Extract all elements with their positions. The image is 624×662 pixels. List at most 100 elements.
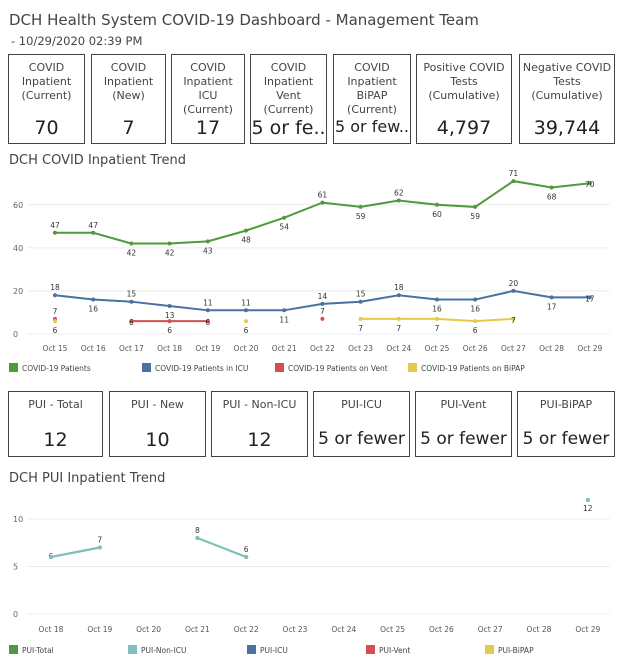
data-point[interactable] xyxy=(244,319,248,324)
data-point[interactable] xyxy=(129,319,134,324)
data-point[interactable] xyxy=(320,200,325,205)
data-label: 11 xyxy=(203,298,213,307)
legend-label[interactable]: PUI-Non-ICU xyxy=(141,646,187,655)
kpi-value: 5 or fe.. xyxy=(251,117,326,139)
data-point[interactable] xyxy=(473,319,478,324)
pui-card-icu[interactable]: PUI-ICU 5 or fewer xyxy=(313,391,410,457)
pui-card-vent[interactable]: PUI-Vent 5 or fewer xyxy=(415,391,512,457)
data-point[interactable] xyxy=(435,297,439,302)
pui-trend-chart: 0 5 10 Oct 18 Oct 19 Oct 20 Oct 21 Oct 22 Oct 23… xyxy=(9,498,610,655)
y-tick-label: 40 xyxy=(13,244,23,253)
x-tick-label: Oct 27 xyxy=(478,625,503,634)
data-point[interactable] xyxy=(282,308,287,313)
dashboard-timestamp: - 10/29/2020 02:39 PM xyxy=(11,34,143,48)
x-tick-label: Oct 18 xyxy=(39,625,64,634)
y-tick-label: 60 xyxy=(13,201,23,210)
legend-label[interactable]: PUI-BiPAP xyxy=(498,646,534,655)
pui-card-new[interactable]: PUI - New 10 xyxy=(109,391,206,457)
kpi-card-inpatient-current[interactable]: COVID Inpatient (Current) 70 xyxy=(8,54,85,144)
kpi-card-inpatient-vent[interactable]: COVID Inpatient Vent (Current) 5 or fe.. xyxy=(250,54,327,144)
data-point[interactable] xyxy=(473,297,478,302)
data-point[interactable] xyxy=(53,293,57,298)
y-tick-label: 5 xyxy=(13,563,18,572)
legend-label[interactable]: COVID-19 Patients in ICU xyxy=(155,364,248,373)
data-point[interactable] xyxy=(205,319,210,324)
x-tick-label: Oct 18 xyxy=(157,344,182,353)
kpi-label: COVID Inpatient (Current) xyxy=(21,61,72,102)
data-point[interactable] xyxy=(53,230,57,235)
pui-card-non-icu[interactable]: PUI - Non-ICU 12 xyxy=(211,391,308,457)
legend-label[interactable]: COVID-19 Patients xyxy=(22,364,91,373)
legend-label[interactable]: PUI-ICU xyxy=(260,646,288,655)
pui-value: 12 xyxy=(247,429,272,451)
data-point[interactable] xyxy=(205,239,210,244)
data-point[interactable] xyxy=(396,198,401,203)
data-point[interactable] xyxy=(435,202,439,207)
pui-value: 5 or fewer xyxy=(420,429,507,449)
data-point[interactable] xyxy=(511,316,516,321)
data-point[interactable] xyxy=(435,316,439,321)
data-point[interactable] xyxy=(511,179,516,184)
data-point[interactable] xyxy=(282,215,287,220)
data-point[interactable] xyxy=(91,297,96,302)
data-label: 7 xyxy=(97,536,102,545)
data-point[interactable] xyxy=(549,185,554,190)
data-label: 60 xyxy=(432,210,442,219)
legend-label[interactable]: PUI-Total xyxy=(22,646,54,655)
kpi-card-inpatient-new[interactable]: COVID Inpatient (New) 7 xyxy=(91,54,166,144)
data-label: 6 xyxy=(129,318,134,327)
data-point[interactable] xyxy=(549,295,554,300)
data-point[interactable] xyxy=(244,228,248,233)
data-label: 42 xyxy=(127,249,137,258)
kpi-card-inpatient-icu[interactable]: COVID Inpatient ICU (Current) 17 xyxy=(171,54,245,144)
data-point[interactable] xyxy=(129,299,134,304)
data-point[interactable] xyxy=(358,204,363,209)
data-label: 15 xyxy=(127,290,137,299)
data-label: 17 xyxy=(585,294,595,303)
data-point[interactable] xyxy=(97,545,102,550)
legend-swatch xyxy=(366,645,375,654)
x-tick-label: Oct 23 xyxy=(348,344,373,353)
legend-label[interactable]: COVID-19 Patients on Vent xyxy=(288,364,388,373)
x-tick-label: Oct 28 xyxy=(539,344,564,353)
data-point[interactable] xyxy=(53,319,57,324)
data-point[interactable] xyxy=(205,308,210,313)
data-point[interactable] xyxy=(167,304,172,308)
data-point[interactable] xyxy=(585,498,590,502)
legend-swatch xyxy=(142,363,151,372)
data-point[interactable] xyxy=(244,555,249,559)
data-point[interactable] xyxy=(91,230,96,235)
data-point[interactable] xyxy=(473,204,478,209)
kpi-value: 17 xyxy=(195,117,221,139)
data-point[interactable] xyxy=(195,536,200,540)
data-label: 16 xyxy=(432,305,442,314)
data-point[interactable] xyxy=(320,301,325,306)
data-point[interactable] xyxy=(167,241,172,246)
data-point[interactable] xyxy=(129,241,134,246)
data-label: 54 xyxy=(279,223,289,232)
data-point[interactable] xyxy=(587,295,592,300)
data-point[interactable] xyxy=(320,316,325,321)
x-tick-label: Oct 16 xyxy=(81,344,106,353)
kpi-card-negative-tests[interactable]: Negative COVID Tests (Cumulative) 39,744 xyxy=(519,54,615,144)
data-point[interactable] xyxy=(511,288,516,293)
pui-card-total[interactable]: PUI - Total 12 xyxy=(8,391,103,457)
pui-card-bipap[interactable]: PUI-BiPAP 5 or fewer xyxy=(517,391,615,457)
data-point[interactable] xyxy=(358,316,363,321)
data-label: 12 xyxy=(583,504,593,513)
data-point[interactable] xyxy=(358,299,363,304)
legend-label[interactable]: COVID-19 Patients on BiPAP xyxy=(421,364,525,373)
data-point[interactable] xyxy=(167,319,172,324)
data-point[interactable] xyxy=(396,316,401,321)
kpi-card-positive-tests[interactable]: Positive COVID Tests (Cumulative) 4,797 xyxy=(416,54,512,144)
data-point[interactable] xyxy=(49,555,53,559)
data-point[interactable] xyxy=(587,181,592,186)
data-point[interactable] xyxy=(244,308,248,313)
kpi-value: 5 or few.. xyxy=(335,117,409,136)
kpi-card-inpatient-bipap[interactable]: COVID Inpatient BiPAP (Current) 5 or few… xyxy=(333,54,411,144)
legend-swatch xyxy=(128,645,137,654)
data-point[interactable] xyxy=(396,293,401,298)
data-label: 7 xyxy=(320,307,325,316)
legend-label[interactable]: PUI-Vent xyxy=(379,646,410,655)
data-label: 7 xyxy=(53,307,58,316)
